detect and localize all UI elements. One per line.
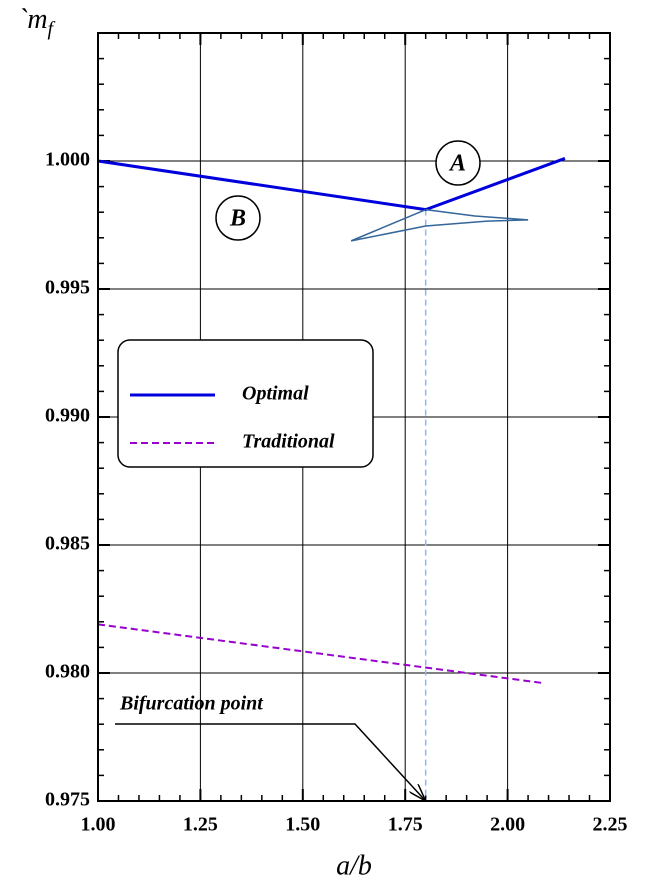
annotation-a: A xyxy=(435,140,481,186)
y-tick-label: 0.995 xyxy=(45,277,90,299)
annotation-circle xyxy=(435,140,481,186)
annotation-label: A xyxy=(448,151,466,177)
y-tick-label: 0.980 xyxy=(45,661,90,683)
series-line xyxy=(350,208,426,242)
legend-box xyxy=(117,339,374,468)
marks xyxy=(97,157,566,801)
plot-frame xyxy=(97,32,611,802)
y-tick-label: 1.000 xyxy=(45,149,90,171)
annotation-label: Bifurcation point xyxy=(119,693,264,715)
y-tick-label: 0.985 xyxy=(45,533,90,555)
annotation-arrow xyxy=(115,723,426,801)
annotation-label: B xyxy=(229,206,246,232)
series-line xyxy=(425,208,529,221)
x-tick-label: 1.00 xyxy=(81,814,116,836)
x-tick-label: 1.75 xyxy=(388,814,423,836)
legend-label: Traditional xyxy=(242,431,335,453)
series-line xyxy=(350,219,529,242)
x-axis-label: a/b xyxy=(336,850,372,881)
legend-label: Optimal xyxy=(242,383,309,405)
y-tick-label: 0.975 xyxy=(45,789,90,811)
y-axis-label-sub: f xyxy=(48,18,56,40)
x-tick-label: 2.25 xyxy=(593,814,628,836)
y-tick-label: 0.990 xyxy=(45,405,90,427)
legend: Optimal Traditional xyxy=(117,339,374,468)
x-tick-label: 1.25 xyxy=(183,814,218,836)
y-axis-label: `mf xyxy=(18,4,56,39)
y-axis-label-main: `m xyxy=(18,4,48,35)
x-tick-label: 1.50 xyxy=(285,814,320,836)
annotation-b: B xyxy=(215,195,261,241)
x-tick-label: 2.00 xyxy=(490,814,525,836)
series-line xyxy=(97,623,545,685)
annotation-circle xyxy=(215,195,261,241)
